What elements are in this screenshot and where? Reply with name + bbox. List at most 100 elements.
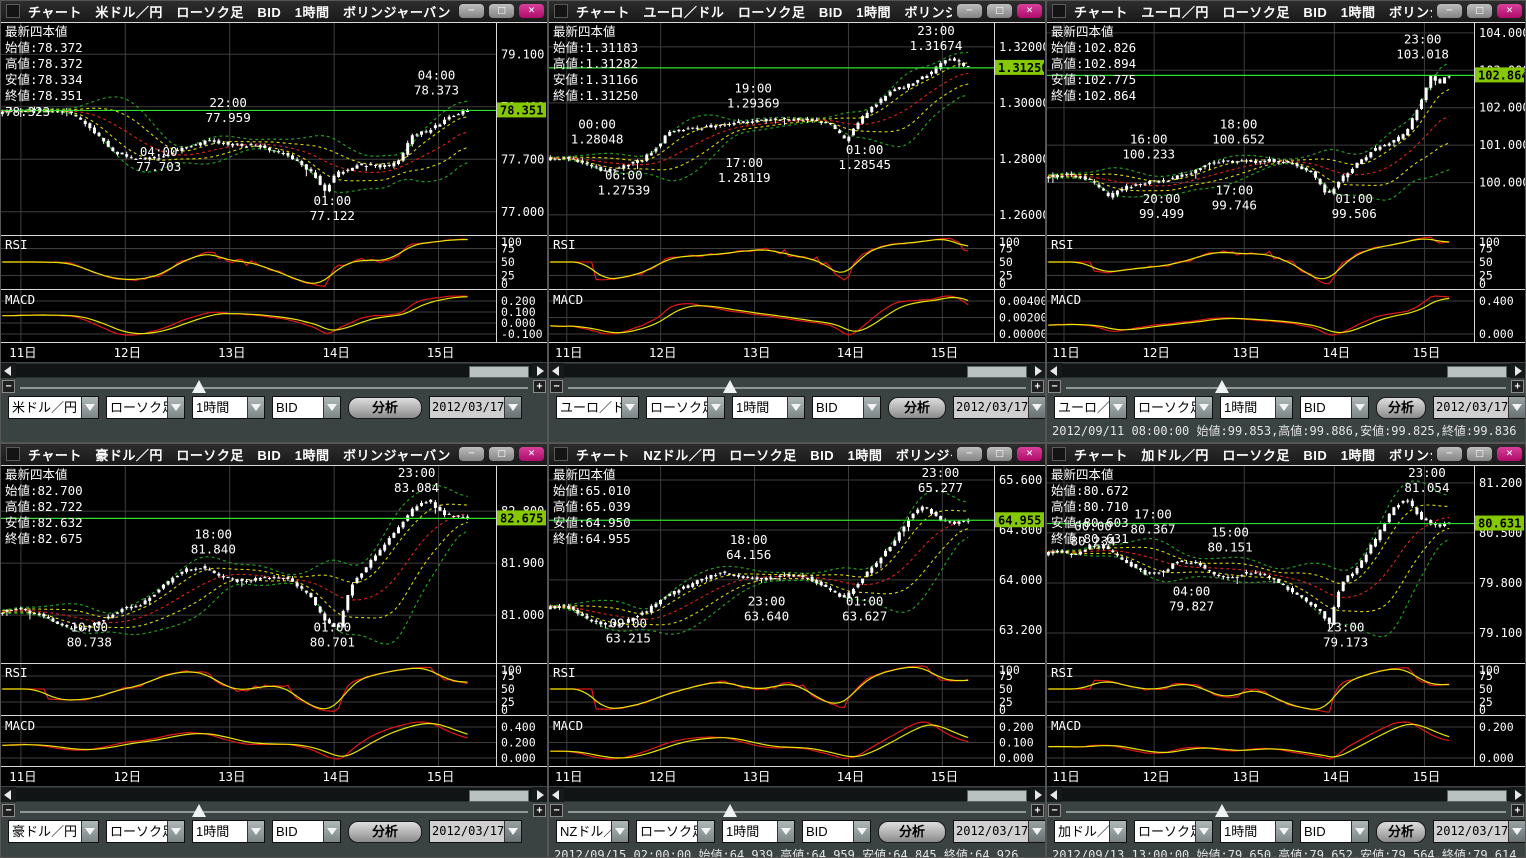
analyze-button[interactable]: 分析 <box>348 820 422 843</box>
scroll-right-arrow[interactable] <box>1030 363 1046 378</box>
chart-type-select[interactable]: ローソク足 <box>106 396 185 419</box>
price-side-select[interactable]: BID <box>1300 396 1369 419</box>
zoom-in-button[interactable]: + <box>533 379 546 393</box>
date-picker[interactable]: 2012/03/17 <box>429 396 522 419</box>
timeframe-select[interactable]: 1時間 <box>722 820 795 843</box>
minimize-button[interactable]: ─ <box>459 447 484 461</box>
timeframe-select[interactable]: 1時間 <box>192 396 265 419</box>
analyze-button[interactable]: 分析 <box>1376 820 1426 843</box>
scroll-left-arrow[interactable] <box>1046 363 1062 378</box>
scroll-right-arrow[interactable] <box>532 787 548 802</box>
zoom-out-button[interactable]: − <box>1048 803 1061 817</box>
chart-type-select[interactable]: ローソク足 <box>646 396 725 419</box>
scroll-track[interactable] <box>1062 363 1510 378</box>
minimize-button[interactable]: ─ <box>1437 4 1462 18</box>
scroll-left-arrow[interactable] <box>548 363 564 378</box>
date-picker[interactable]: 2012/03/17 <box>429 820 522 843</box>
scroll-thumb[interactable] <box>1447 790 1507 802</box>
zoom-slider-thumb[interactable] <box>723 803 738 817</box>
minimize-button[interactable]: ─ <box>957 447 982 461</box>
date-picker[interactable]: 2012/03/17 <box>953 820 1046 843</box>
scroll-thumb[interactable] <box>967 790 1027 802</box>
date-picker[interactable]: 2012/03/17 <box>1433 820 1526 843</box>
scroll-left-arrow[interactable] <box>548 787 564 802</box>
candlestick-chart[interactable]: 82.80081.90081.00010075502500.4000.2000.… <box>0 465 548 786</box>
date-picker[interactable]: 2012/03/17 <box>1433 396 1526 419</box>
date-picker[interactable]: 2012/03/17 <box>953 396 1046 419</box>
minimize-button[interactable]: ─ <box>1437 447 1462 461</box>
zoom-slider-track[interactable] <box>1064 379 1508 394</box>
close-button[interactable]: ✕ <box>1497 447 1522 461</box>
zoom-out-button[interactable]: − <box>550 379 563 393</box>
currency-pair-select[interactable]: 米ドル／円 <box>8 396 99 419</box>
scroll-track[interactable] <box>564 787 1030 802</box>
scroll-thumb[interactable] <box>469 366 529 378</box>
titlebar[interactable]: チャート 加ドル／円 ローソク足 BID 1時間 ボリンジャーバンド RSI …… <box>1046 443 1526 465</box>
zoom-out-button[interactable]: − <box>1048 379 1061 393</box>
zoom-out-button[interactable]: − <box>550 803 563 817</box>
titlebar[interactable]: チャート ユーロ／ドル ローソク足 BID 1時間 ボリンジャーバンド RSI … <box>548 0 1046 22</box>
chart-type-select[interactable]: ローソク足 <box>636 820 715 843</box>
close-button[interactable]: ✕ <box>1017 4 1042 18</box>
scroll-right-arrow[interactable] <box>1510 363 1526 378</box>
analyze-button[interactable]: 分析 <box>348 396 422 419</box>
price-side-select[interactable]: BID <box>272 820 341 843</box>
scroll-thumb[interactable] <box>469 790 529 802</box>
currency-pair-select[interactable]: 豪ドル／円 <box>8 820 99 843</box>
candlestick-chart[interactable]: 79.10078.40077.70077.00010075502500.2000… <box>0 22 548 362</box>
analyze-button[interactable]: 分析 <box>878 820 946 843</box>
timeframe-select[interactable]: 1時間 <box>1220 396 1293 419</box>
maximize-button[interactable]: □ <box>1467 447 1492 461</box>
currency-pair-select[interactable]: ユーロ／ドル <box>556 396 639 419</box>
scroll-thumb[interactable] <box>967 366 1027 378</box>
price-side-select[interactable]: BID <box>272 396 341 419</box>
scroll-right-arrow[interactable] <box>1030 787 1046 802</box>
zoom-in-button[interactable]: + <box>1511 803 1524 817</box>
zoom-slider-thumb[interactable] <box>192 803 207 817</box>
zoom-slider-track[interactable] <box>1064 803 1508 818</box>
timeframe-select[interactable]: 1時間 <box>1220 820 1293 843</box>
maximize-button[interactable]: □ <box>489 447 514 461</box>
zoom-slider-thumb[interactable] <box>192 379 207 393</box>
currency-pair-select[interactable]: ユーロ／円 <box>1054 396 1127 419</box>
close-button[interactable]: ✕ <box>1017 447 1042 461</box>
close-button[interactable]: ✕ <box>519 4 544 18</box>
zoom-in-button[interactable]: + <box>533 803 546 817</box>
analyze-button[interactable]: 分析 <box>888 396 946 419</box>
candlestick-chart[interactable]: 65.60064.80064.00063.20010075502500.2000… <box>548 465 1046 786</box>
scroll-right-arrow[interactable] <box>1510 787 1526 802</box>
scroll-right-arrow[interactable] <box>532 363 548 378</box>
scroll-track[interactable] <box>16 787 532 802</box>
price-side-select[interactable]: BID <box>802 820 871 843</box>
scroll-track[interactable] <box>16 363 532 378</box>
zoom-in-button[interactable]: + <box>1031 803 1044 817</box>
maximize-button[interactable]: □ <box>987 447 1012 461</box>
zoom-slider-thumb[interactable] <box>1214 803 1229 817</box>
close-button[interactable]: ✕ <box>519 447 544 461</box>
price-side-select[interactable]: BID <box>812 396 881 419</box>
zoom-in-button[interactable]: + <box>1031 379 1044 393</box>
zoom-slider-thumb[interactable] <box>1214 379 1229 393</box>
zoom-slider-track[interactable] <box>566 803 1028 818</box>
price-side-select[interactable]: BID <box>1300 820 1369 843</box>
close-button[interactable]: ✕ <box>1497 4 1522 18</box>
minimize-button[interactable]: ─ <box>957 4 982 18</box>
analyze-button[interactable]: 分析 <box>1376 396 1426 419</box>
titlebar[interactable]: チャート NZドル／円 ローソク足 BID 1時間 ボリンジャーバンド RSI … <box>548 443 1046 465</box>
candlestick-chart[interactable]: 81.20080.50079.80079.10010075502500.2000… <box>1046 465 1526 786</box>
scroll-left-arrow[interactable] <box>1046 787 1062 802</box>
maximize-button[interactable]: □ <box>987 4 1012 18</box>
currency-pair-select[interactable]: 加ドル／円 <box>1054 820 1127 843</box>
minimize-button[interactable]: ─ <box>459 4 484 18</box>
zoom-slider-track[interactable] <box>18 803 530 818</box>
maximize-button[interactable]: □ <box>1467 4 1492 18</box>
zoom-slider-track[interactable] <box>18 379 530 394</box>
chart-type-select[interactable]: ローソク足 <box>1134 820 1213 843</box>
scroll-track[interactable] <box>564 363 1030 378</box>
timeframe-select[interactable]: 1時間 <box>192 820 265 843</box>
titlebar[interactable]: チャート 豪ドル／円 ローソク足 BID 1時間 ボリンジャーバンド RSI M… <box>0 443 548 465</box>
scroll-thumb[interactable] <box>1447 366 1507 378</box>
timeframe-select[interactable]: 1時間 <box>732 396 805 419</box>
chart-type-select[interactable]: ローソク足 <box>106 820 185 843</box>
